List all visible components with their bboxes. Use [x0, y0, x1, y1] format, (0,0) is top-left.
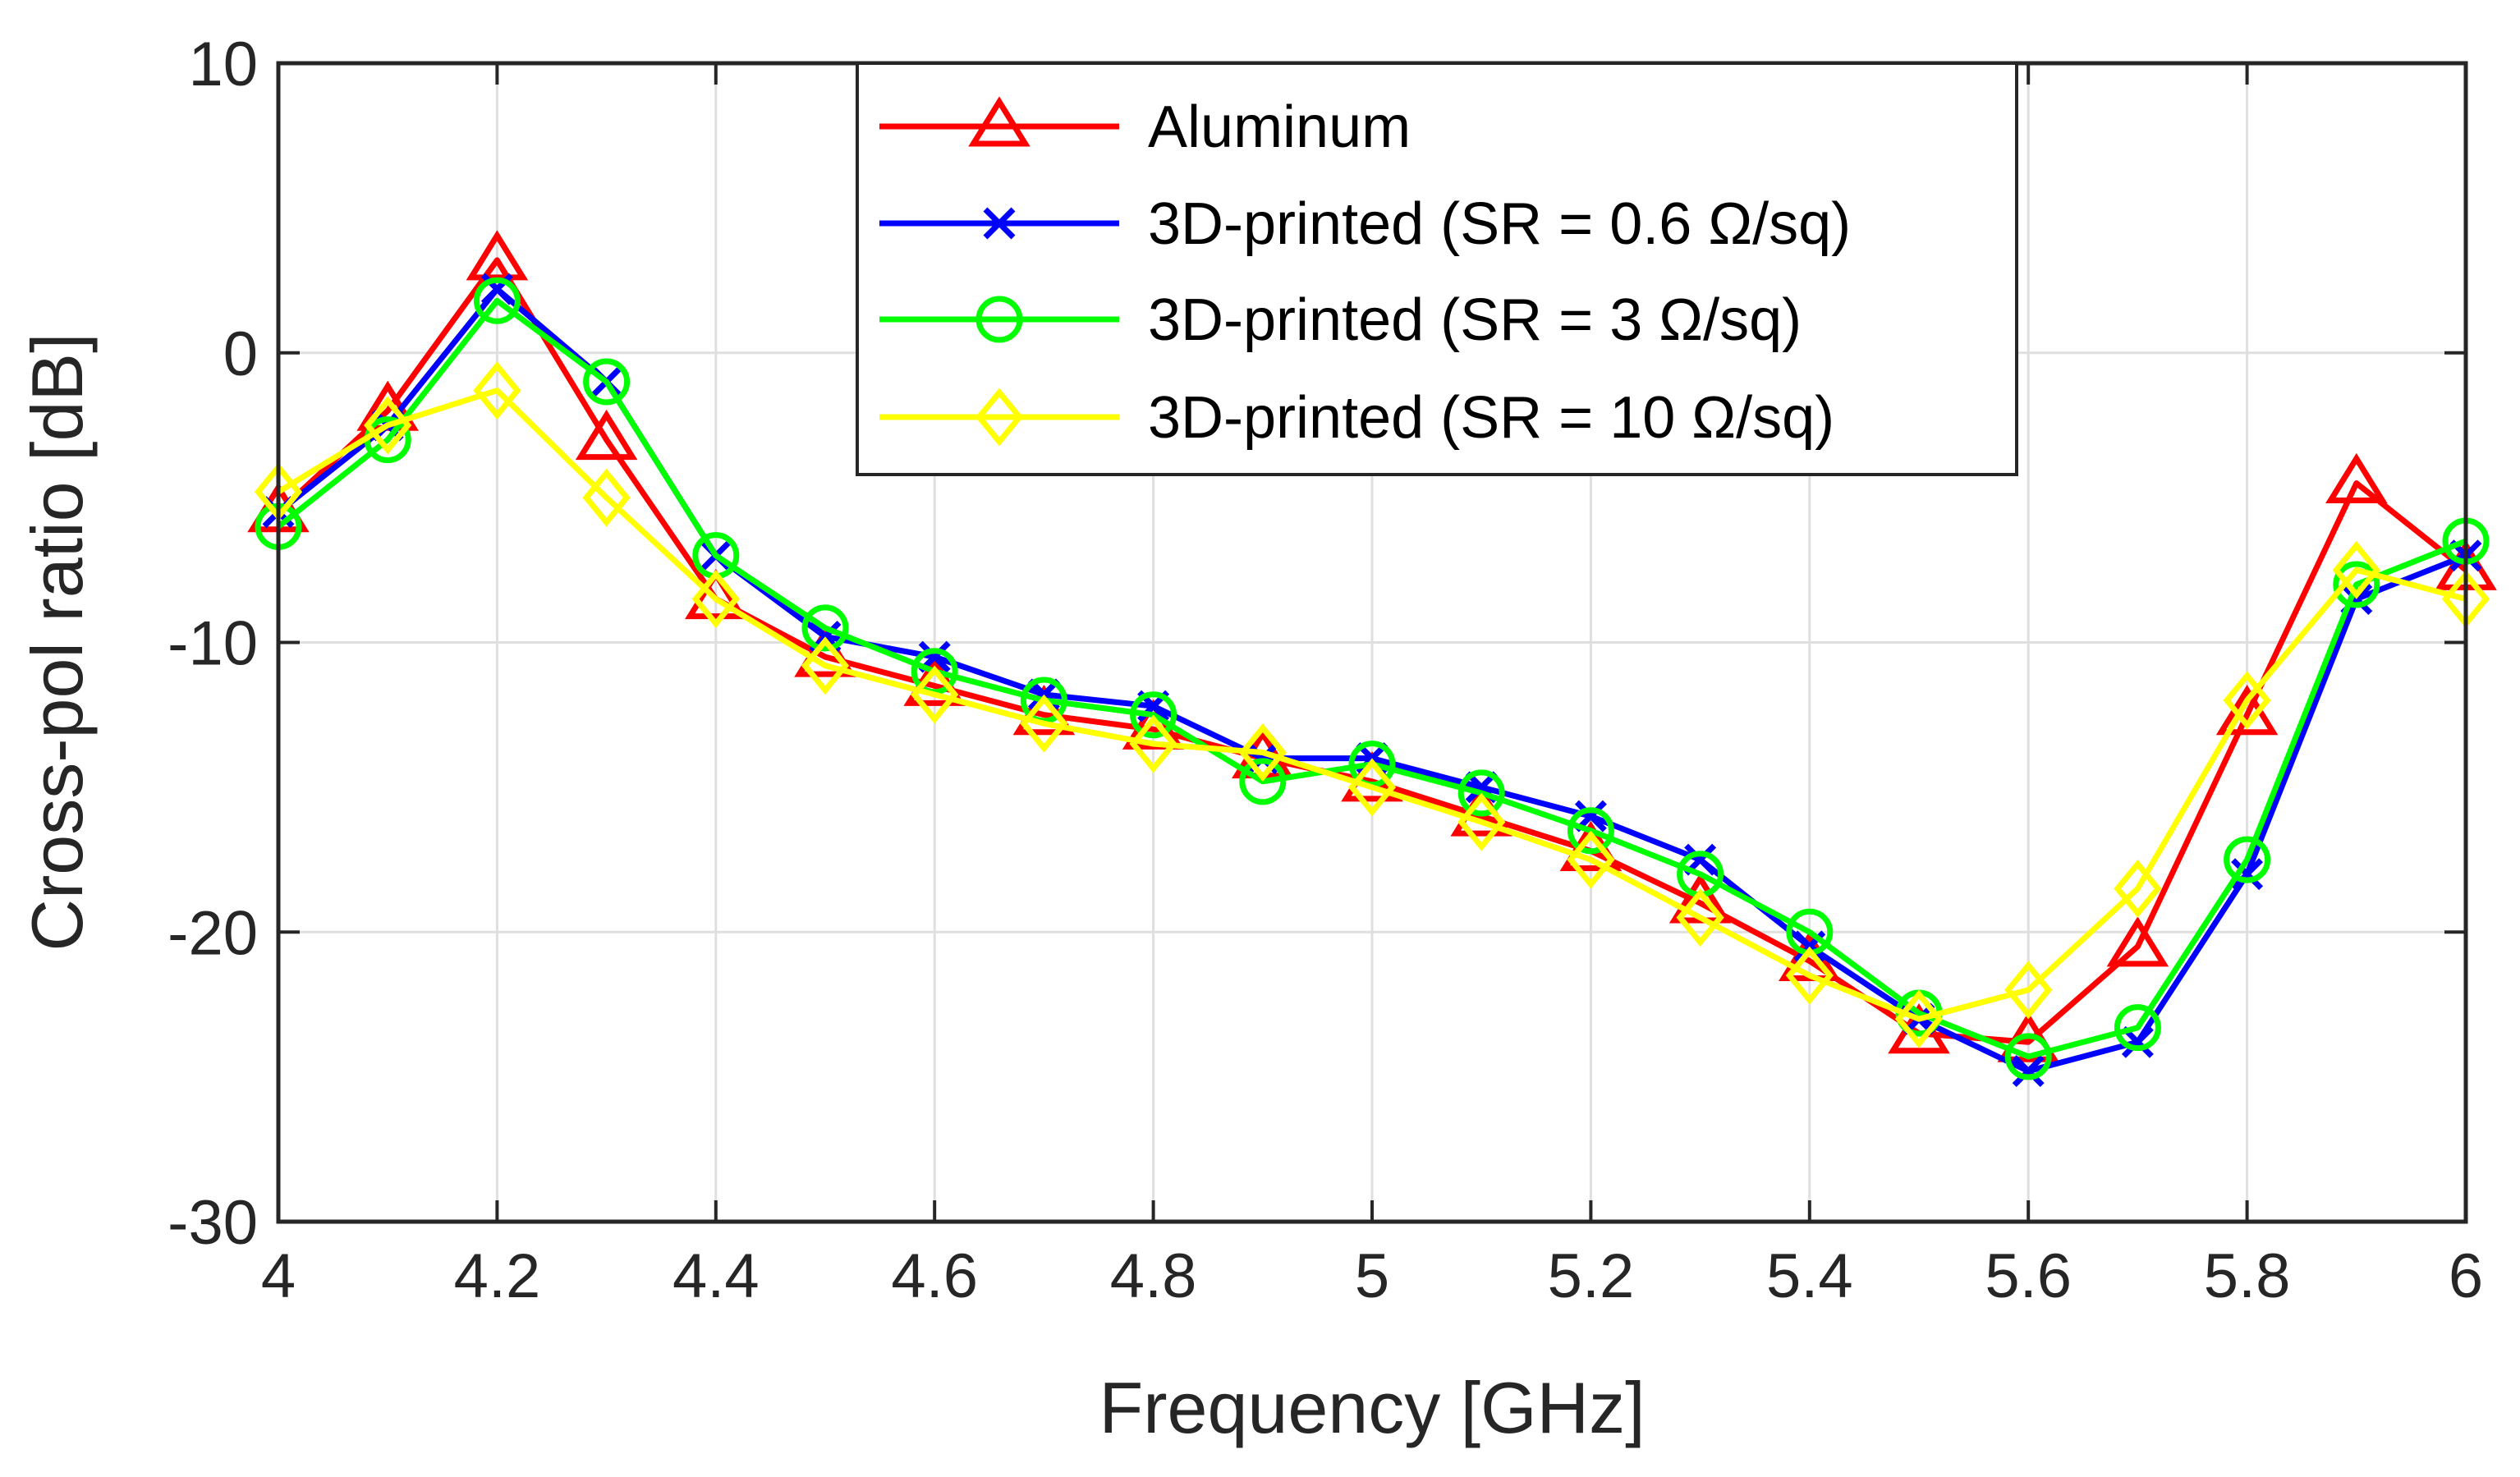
- plot-series: [247, 230, 2497, 1088]
- data-point: [1347, 758, 1397, 817]
- data-point: [1129, 714, 1177, 773]
- data-point: [1785, 946, 1834, 1005]
- legend-entry-2: 3D-printed (SR = 0.6 Ω/sq): [879, 191, 1851, 257]
- data-point: [473, 361, 521, 420]
- legend-marker: [975, 388, 1024, 447]
- data-point: [1567, 830, 1615, 889]
- data-point: [2325, 452, 2388, 503]
- legend-label: 3D-printed (SR = 10 Ω/sq): [1148, 385, 1834, 451]
- data-point: [911, 665, 959, 724]
- legend-label: 3D-printed (SR = 0.6 Ω/sq): [1148, 191, 1851, 257]
- x-tick-label: 5.4: [1766, 1241, 1853, 1311]
- x-tick-label: 4.6: [891, 1241, 978, 1311]
- series-line: [277, 388, 2467, 1022]
- data-point: [2012, 1055, 2045, 1088]
- data-point: [2004, 1033, 2052, 1080]
- data-point: [685, 568, 747, 620]
- legend-entry-1: Aluminum: [879, 94, 1411, 160]
- y-tick-label: 0: [223, 319, 258, 389]
- data-point: [1567, 807, 1614, 855]
- x-axis-title: Frequency [GHz]: [1099, 1367, 1645, 1448]
- legend-marker: [975, 296, 1023, 343]
- data-point: [2231, 858, 2264, 891]
- data-point: [1457, 769, 1505, 817]
- series-4: [254, 361, 2490, 1048]
- x-tick-label: 4: [261, 1241, 296, 1311]
- legend-box: [856, 62, 2018, 476]
- x-tick-label: 5: [1355, 1241, 1389, 1311]
- series-line: [276, 257, 2468, 1045]
- legend-marker: [968, 96, 1030, 147]
- data-point: [583, 358, 631, 406]
- data-point: [1894, 989, 1944, 1048]
- data-point: [2223, 671, 2271, 730]
- legend: Aluminum 3D-printed (SR = 0.6 Ω/sq) 3D-pri…: [856, 62, 2018, 476]
- data-point: [2114, 1004, 2161, 1052]
- data-point: [2114, 859, 2162, 918]
- data-point: [1238, 723, 1287, 782]
- x-tick-label: 5.2: [1548, 1241, 1635, 1311]
- y-axis-title: Cross-pol ratio [dB]: [16, 333, 98, 951]
- data-point: [2106, 916, 2169, 967]
- data-point: [2224, 836, 2271, 883]
- y-tick-label: -30: [168, 1188, 258, 1258]
- data-point: [1239, 758, 1287, 805]
- x-tick-label: 5.8: [2204, 1241, 2291, 1311]
- x-tick-label: 5.6: [1985, 1241, 2072, 1311]
- legend-label: 3D-printed (SR = 3 Ω/sq): [1148, 287, 1802, 353]
- x-tick-label: 6: [2449, 1241, 2483, 1311]
- legend-entry-4: 3D-printed (SR = 10 Ω/sq): [879, 385, 1834, 451]
- data-point: [1676, 888, 1724, 947]
- data-point: [2333, 561, 2380, 608]
- data-point: [575, 409, 638, 461]
- legend-label: Aluminum: [1148, 94, 1411, 160]
- legend-marker: [983, 207, 1016, 240]
- data-point: [801, 604, 849, 652]
- data-point: [1020, 694, 1068, 753]
- data-point: [1130, 691, 1177, 739]
- data-point: [801, 636, 850, 695]
- tick-labels: 4 4.2 4.4 4.6 4.8 5 5.2 5.4 5.6 5.8 6 10 0 -10 -20 -30: [168, 30, 2483, 1311]
- x-tick-label: 4.8: [1110, 1241, 1197, 1311]
- legend-entry-3: 3D-printed (SR = 3 Ω/sq): [879, 287, 1802, 353]
- data-point: [2332, 540, 2380, 599]
- data-point: [473, 277, 521, 324]
- y-tick-label: -10: [168, 609, 258, 679]
- data-point: [1457, 792, 1506, 851]
- data-point: [691, 570, 740, 629]
- data-point: [364, 396, 412, 455]
- y-tick-label: -20: [168, 898, 258, 968]
- x-tick-label: 4.4: [672, 1241, 760, 1311]
- x-tick-label: 4.2: [454, 1241, 541, 1311]
- y-tick-label: 10: [188, 30, 258, 99]
- data-point: [2004, 961, 2053, 1020]
- data-point: [582, 468, 631, 527]
